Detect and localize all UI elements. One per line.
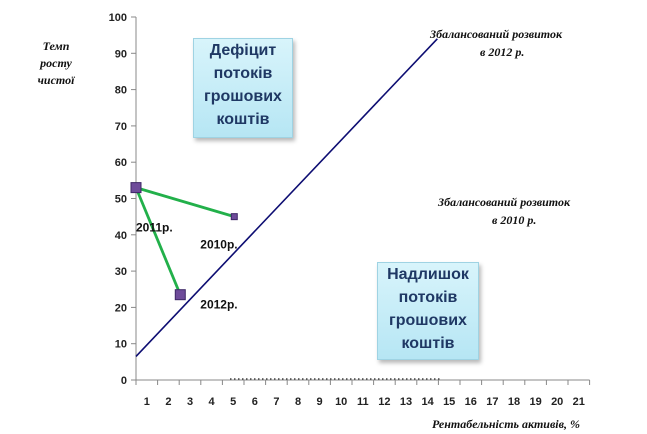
y-axis-label-line: чистої: [37, 73, 75, 87]
y-tick-label: 90: [115, 48, 127, 60]
annotation-balanced-2012: Збалансований розвиток: [429, 27, 563, 41]
x-tick-label: 11: [357, 396, 369, 408]
series-line: [134, 187, 182, 296]
x-tick-label: 16: [465, 396, 477, 408]
data-point-label: 2011р.: [136, 221, 173, 235]
x-tick-label: 1: [144, 396, 150, 408]
data-point: [174, 289, 186, 301]
x-tick-label: 8: [295, 396, 301, 408]
x-tick-label: 7: [273, 396, 279, 408]
x-tick-label: 3: [187, 396, 193, 408]
y-tick-label: 60: [115, 157, 127, 169]
x-tick-label: 10: [335, 396, 347, 408]
point-labels: 2011р. 2010р. 2012р.: [136, 221, 238, 312]
x-tick-label: 19: [529, 396, 541, 408]
data-point-label: 2010р.: [200, 238, 237, 252]
x-tick-label: 6: [252, 396, 258, 408]
y-tick-label: 100: [109, 12, 127, 24]
y-tick-label: 50: [115, 194, 127, 206]
y-tick-label: 40: [115, 230, 127, 242]
surplus-box-line: коштів: [401, 335, 455, 352]
annotation-balanced-2012: в 2012 р.: [480, 45, 524, 59]
y-tick-label: 10: [115, 339, 127, 351]
data-point: [230, 213, 238, 221]
x-tick-label: 18: [508, 396, 520, 408]
x-axis-label: Рентабельність активів, %: [432, 417, 580, 431]
x-tick-label: 9: [317, 396, 323, 408]
surplus-box-line: потоків: [398, 289, 458, 306]
deficit-box-line: коштів: [216, 111, 270, 128]
y-tick-label: 80: [115, 85, 127, 97]
y-tick-label: 70: [115, 121, 127, 133]
x-tick-label: 20: [551, 396, 563, 408]
x-tick-label: 12: [378, 396, 390, 408]
x-tick-label: 15: [443, 396, 455, 408]
x-tick-label: 17: [486, 396, 498, 408]
x-tick-label: 21: [573, 396, 585, 408]
data-point: [130, 182, 142, 194]
x-tick-label: 4: [209, 396, 216, 408]
deficit-box: Дефіцит потоків грошових коштів: [193, 38, 293, 138]
annotation-balanced-2010: в 2010 р.: [492, 213, 536, 227]
annotation-balanced-2010: Збалансований розвиток: [437, 195, 571, 209]
y-axis-label-line: росту: [40, 56, 72, 70]
y-tick-label: 0: [121, 375, 127, 387]
y-ticks: 0 10 20 30 40 50 60 70 80 90 100: [109, 12, 136, 387]
balanced-development-line: [135, 38, 438, 357]
deficit-box-line: Дефіцит: [209, 42, 277, 59]
x-tick-label: 2: [165, 396, 171, 408]
x-tick-label: 5: [230, 396, 236, 408]
series-points: [130, 182, 238, 301]
x-tick-label: 14: [421, 396, 434, 408]
y-axis-label: Темп росту чистої: [28, 38, 84, 89]
y-tick-label: 20: [115, 302, 127, 314]
deficit-box-line: грошових: [204, 88, 282, 105]
surplus-box-line: Надлишок: [387, 266, 469, 283]
x-ticks: 1 2 3 4 5 6 7 8 9 10 11 12 13 14 15 16 17 18 19 20 21: [135, 380, 591, 408]
y-axis-label-line: Темп: [42, 39, 70, 53]
surplus-box: Надлишок потоків грошових коштів: [377, 262, 479, 360]
data-point-label: 2012р.: [200, 298, 237, 312]
y-tick-label: 30: [115, 266, 127, 278]
series-lines: [134, 186, 235, 296]
x-tick-label: 13: [400, 396, 412, 408]
deficit-box-line: потоків: [213, 65, 273, 82]
series-line: [135, 186, 235, 218]
surplus-box-line: грошових: [389, 312, 467, 329]
